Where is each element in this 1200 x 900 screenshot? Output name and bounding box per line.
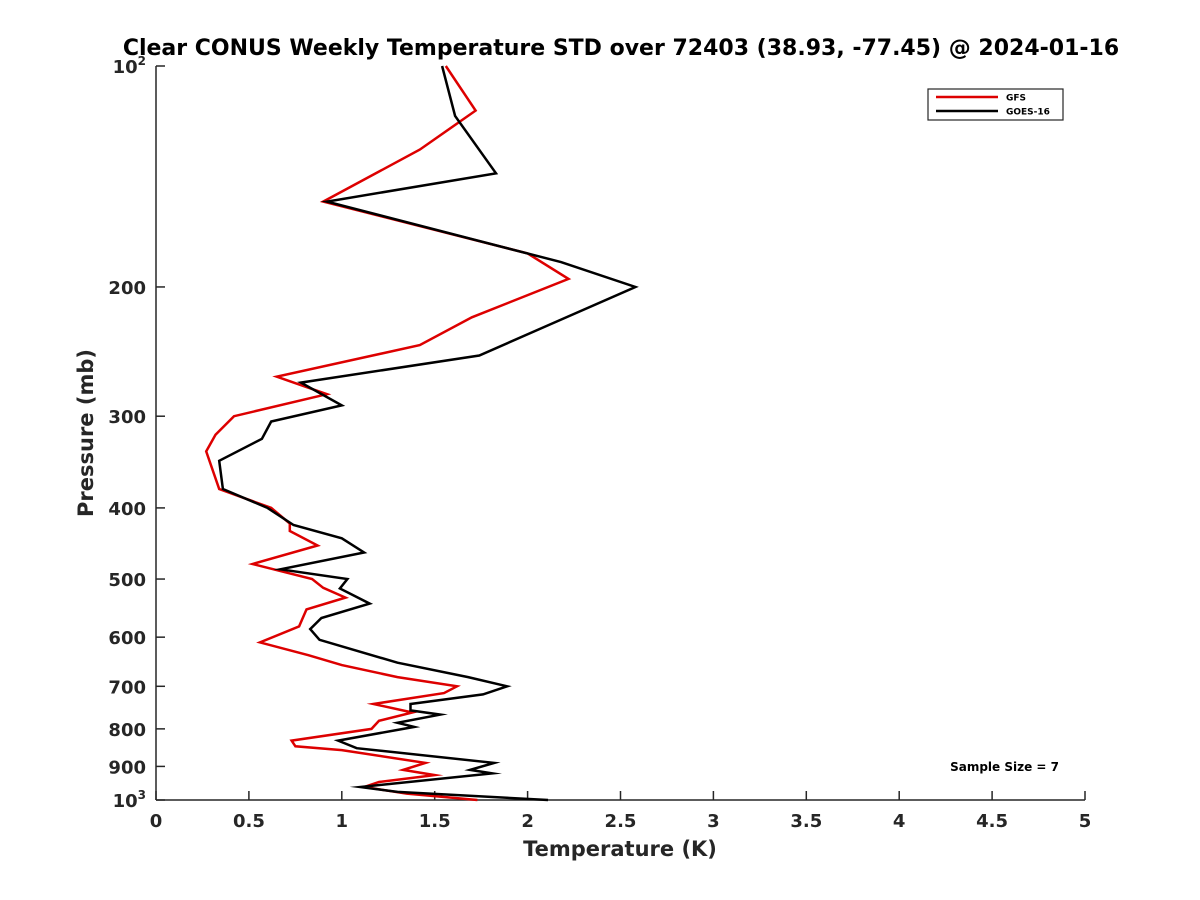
y-tick-label: 900 <box>108 757 146 778</box>
x-axis-label: Temperature (K) <box>523 837 717 861</box>
legend-entry-label: GFS <box>1006 94 1026 104</box>
x-tick-label: 4.5 <box>976 811 1008 832</box>
y-tick-label: 103 <box>113 788 146 812</box>
y-tick-label: 200 <box>108 278 146 299</box>
y-tick-label: 800 <box>108 720 146 741</box>
series-line-goes-16 <box>217 65 639 802</box>
plot-area: 0 0.5 1 1.5 2 2.5 3 3.5 4 4.5 5 102 200 300 400 500 600 7… <box>108 54 1091 832</box>
chart-title: Clear CONUS Weekly Temperature STD over … <box>123 36 1119 61</box>
series-line-gfs <box>204 65 572 802</box>
x-tick-label: 1 <box>336 811 349 832</box>
x-tick-label: 1.5 <box>419 811 451 832</box>
x-tick-label: 3.5 <box>790 811 822 832</box>
x-tick-label: 2 <box>521 811 534 832</box>
y-tick-label: 500 <box>108 570 146 591</box>
x-tick-label: 0 <box>150 811 163 832</box>
y-tick-label: 700 <box>108 677 146 698</box>
y-tick-label: 600 <box>108 628 146 649</box>
y-tick-label: 400 <box>108 499 146 520</box>
x-tick-label: 5 <box>1079 811 1092 832</box>
x-tick-label: 4 <box>893 811 906 832</box>
legend: GFS GOES-16 <box>927 88 1064 121</box>
x-tick-label: 3 <box>707 811 720 832</box>
legend-box <box>927 88 1064 121</box>
legend-entry-label: GOES-16 <box>1006 108 1050 118</box>
y-tick-label: 102 <box>113 54 146 78</box>
y-axis-label: Pressure (mb) <box>74 349 98 517</box>
y-tick-label: 300 <box>108 407 146 428</box>
x-tick-label: 2.5 <box>605 811 637 832</box>
x-tick-label: 0.5 <box>233 811 265 832</box>
sample-size-annotation: Sample Size = 7 <box>950 760 1059 774</box>
